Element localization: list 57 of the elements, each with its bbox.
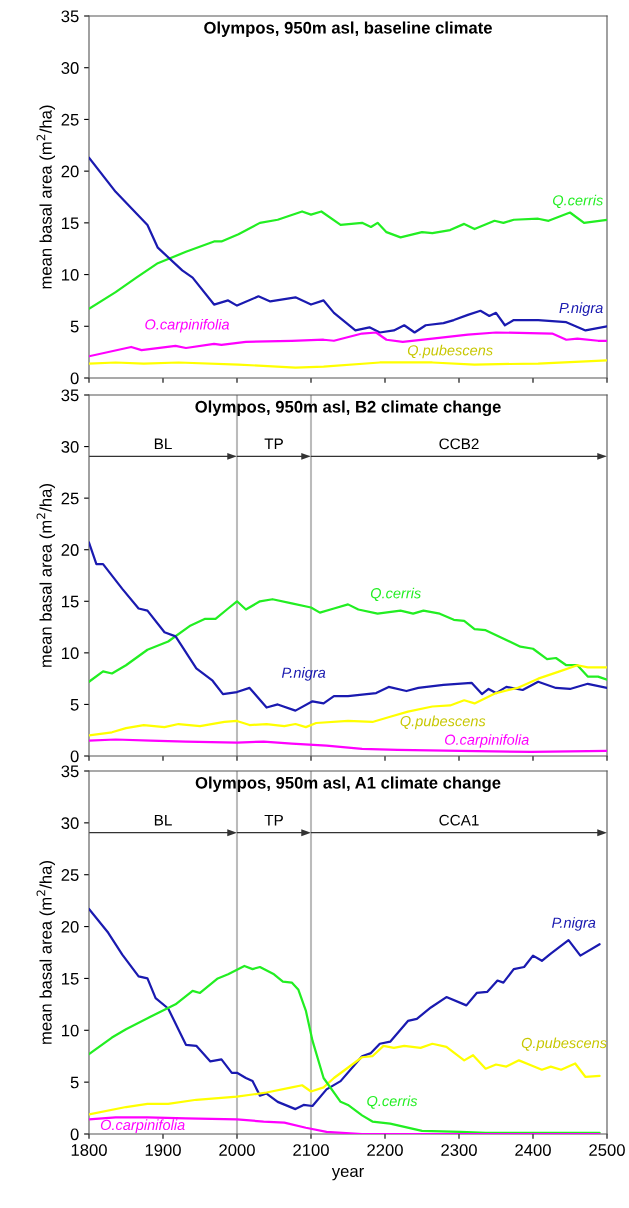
x-tick-label: 2200 (367, 1144, 403, 1156)
chart-title: Olympos, 950m asl, A1 climate change (195, 776, 501, 793)
y-tick-label: 0 (70, 750, 79, 763)
x-tick-label: 2000 (219, 1144, 255, 1156)
y-tick-label: 5 (70, 1076, 79, 1089)
series-label: Q.pubescens (400, 715, 486, 730)
y-tick-label: 25 (61, 492, 79, 505)
y-tick-label: 5 (70, 320, 79, 333)
x-tick-label: 2400 (515, 1144, 551, 1156)
x-tick-label: 2300 (441, 1144, 477, 1156)
x-tick-label: 2500 (589, 1144, 625, 1156)
chart-title: Olympos, 950m asl, baseline climate (204, 21, 492, 37)
x-tick-label: 1800 (71, 1144, 107, 1156)
annotation: BL (154, 438, 172, 450)
y-tick-label: 10 (62, 647, 79, 660)
y-tick-label: 20 (61, 165, 79, 178)
series-label: Q.cerris (552, 194, 603, 209)
series-label: P.nigra (281, 667, 326, 681)
y-tick-label: 20 (61, 920, 79, 933)
series-label: Q.pubescens (521, 1037, 607, 1052)
chart-title: Olympos, 950m asl, B2 climate change (195, 400, 501, 417)
y-axis-title: mean basal area (m$^{2}$/ha) (36, 105, 56, 289)
y-tick-label: 20 (61, 544, 79, 556)
series-label: P.nigra (559, 302, 603, 316)
y-tick-label: 15 (62, 595, 79, 608)
series-label: O.carpinifolia (444, 734, 529, 748)
annotation: CCB2 (439, 438, 479, 450)
x-tick-label: 1900 (145, 1144, 181, 1156)
y-axis-title: mean basal area (m$^{2}$/ha) (36, 861, 56, 1044)
series-label: Q.cerris (367, 1095, 418, 1109)
y-tick-label: 25 (61, 113, 79, 126)
y-tick-label: 35 (61, 765, 79, 778)
y-tick-label: 15 (62, 217, 79, 230)
y-tick-label: 15 (62, 973, 79, 985)
series-label: Q.pubescens (407, 344, 493, 359)
y-tick-label: 35 (61, 10, 79, 23)
x-axis-title: year (331, 1167, 364, 1181)
annotation: BL (154, 814, 172, 826)
y-tick-label: 30 (61, 440, 79, 453)
y-axis-title: mean basal area (m$^{2}$/ha) (36, 484, 56, 667)
y-tick-label: 10 (62, 268, 79, 281)
series-label: O.carpinifolia (100, 1119, 185, 1133)
y-tick-label: 5 (70, 699, 79, 711)
y-tick-label: 30 (61, 817, 79, 830)
series-label: P.nigra (552, 917, 596, 931)
series-label: Q.cerris (370, 587, 421, 602)
y-tick-label: 35 (61, 389, 79, 402)
annotation: CCA1 (439, 814, 479, 826)
y-tick-label: 10 (62, 1024, 79, 1037)
x-tick-label: 2100 (293, 1144, 329, 1156)
y-tick-label: 0 (70, 1128, 79, 1141)
annotation: TP (264, 814, 283, 826)
y-tick-label: 30 (61, 62, 79, 74)
annotation: TP (264, 438, 283, 450)
y-tick-label: 0 (70, 372, 79, 385)
y-tick-label: 25 (61, 869, 79, 881)
series-label: O.carpinifolia (145, 318, 230, 333)
